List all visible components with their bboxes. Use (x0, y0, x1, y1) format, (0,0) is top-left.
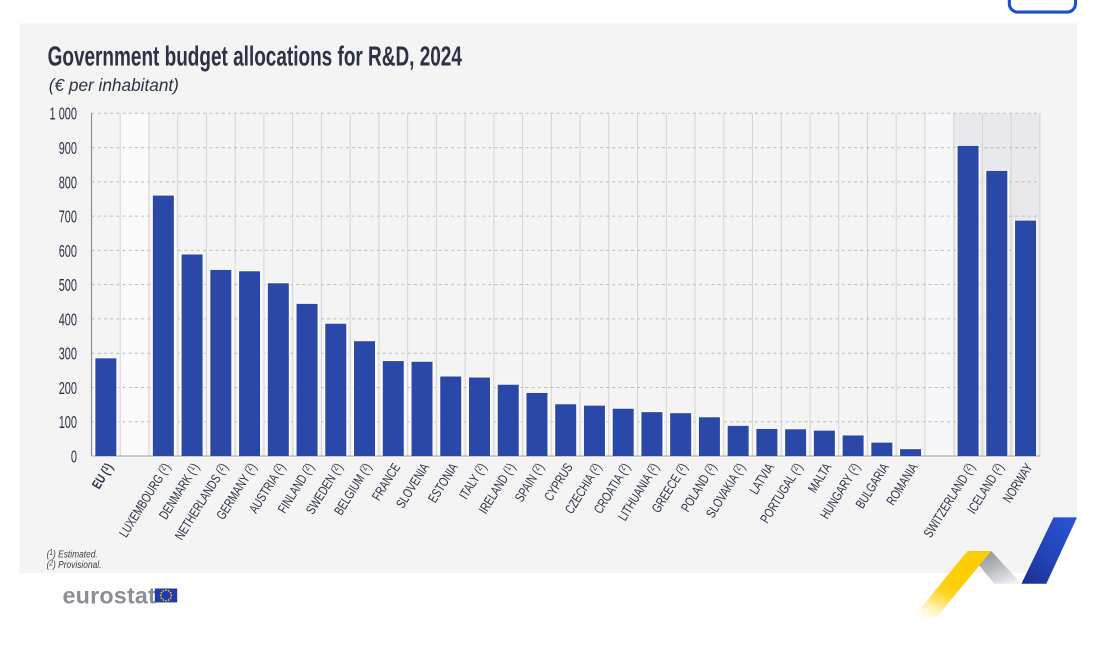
svg-text:(€ per inhabitant): (€ per inhabitant) (49, 75, 179, 95)
svg-text:(2) Provisional.: (2) Provisional. (47, 558, 102, 572)
svg-text:Government budget allocations: Government budget allocations for R&D, 2… (48, 41, 463, 73)
svg-text:1 000: 1 000 (50, 105, 77, 124)
svg-text:300: 300 (59, 345, 77, 364)
svg-text:(1) Estimated.: (1) Estimated. (47, 547, 98, 561)
svg-text:600: 600 (59, 242, 77, 261)
svg-text:700: 700 (59, 208, 77, 227)
svg-text:eurostat: eurostat (63, 583, 157, 609)
svg-text:800: 800 (59, 174, 77, 193)
svg-text:100: 100 (59, 414, 77, 433)
svg-text:400: 400 (59, 311, 77, 330)
svg-text:0: 0 (71, 448, 77, 467)
svg-text:500: 500 (59, 277, 77, 296)
svg-text:900: 900 (59, 140, 77, 159)
svg-text:200: 200 (59, 379, 77, 398)
